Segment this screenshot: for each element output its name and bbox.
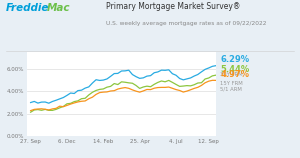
Text: 6.29%: 6.29% [220, 55, 250, 64]
Text: 4.97%: 4.97% [220, 70, 250, 79]
Text: 5/1 ARM: 5/1 ARM [220, 87, 242, 92]
Text: Mac: Mac [46, 3, 70, 13]
Text: Freddie: Freddie [6, 3, 50, 13]
Text: Primary Mortgage Market Survey®: Primary Mortgage Market Survey® [106, 2, 241, 11]
Text: 30Y FRM: 30Y FRM [220, 72, 243, 77]
Text: 15Y FRM: 15Y FRM [220, 82, 243, 86]
Text: U.S. weekly average mortgage rates as of 09/22/2022: U.S. weekly average mortgage rates as of… [106, 21, 267, 26]
Text: 5.44%: 5.44% [220, 65, 250, 74]
